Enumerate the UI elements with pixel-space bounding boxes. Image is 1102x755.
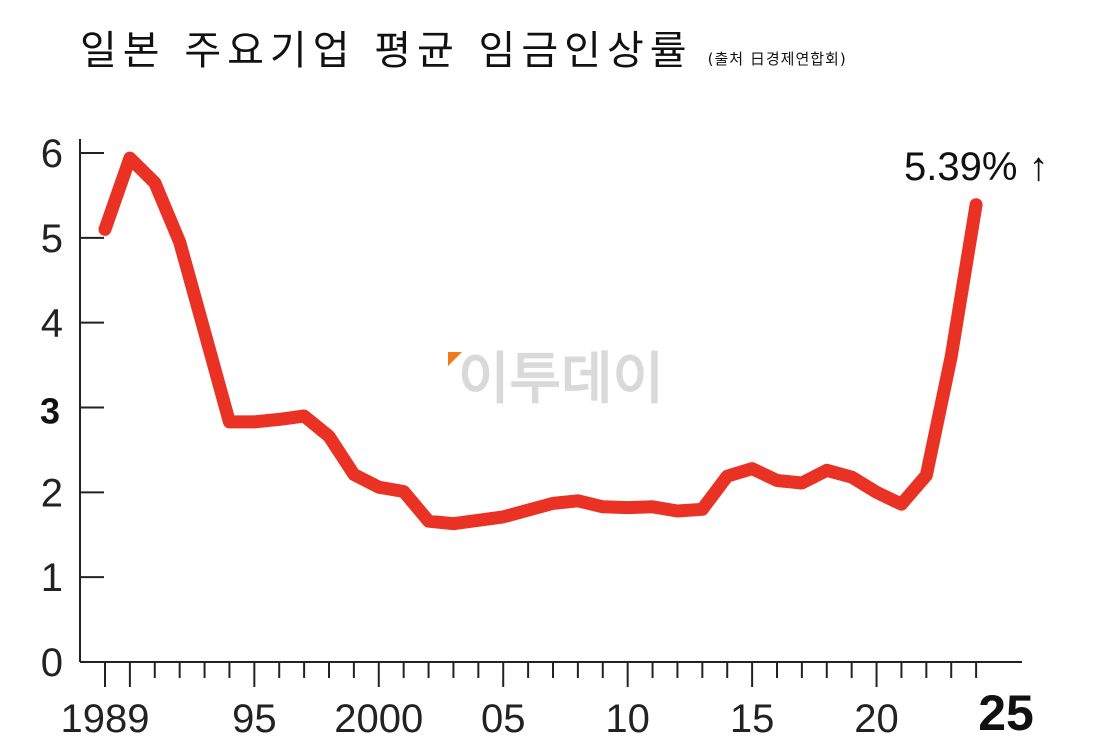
data-point bbox=[403, 491, 405, 492]
data-point bbox=[776, 480, 778, 481]
latest-value-annotation: 5.39% ↑ bbox=[904, 145, 1049, 189]
y-tick-label: 4 bbox=[41, 302, 63, 346]
watermark-logo-mark bbox=[448, 352, 462, 366]
data-point bbox=[652, 506, 654, 508]
x-tick-label: 15 bbox=[730, 697, 775, 741]
ticks: 0 1 2 3 4 5 6 1989 95 2000 05 10 15 20 25 bbox=[40, 132, 1034, 741]
data-point bbox=[602, 506, 604, 508]
x-tick-label: 1989 bbox=[61, 697, 150, 741]
x-tick-label: 10 bbox=[605, 697, 650, 741]
data-point bbox=[104, 228, 106, 230]
data-point bbox=[527, 509, 529, 511]
data-point bbox=[353, 474, 355, 475]
y-tick-label: 3 bbox=[40, 391, 60, 432]
data-point bbox=[129, 157, 131, 159]
data-point bbox=[228, 421, 230, 423]
x-tick-label: 25 bbox=[978, 685, 1034, 741]
data-point bbox=[801, 482, 803, 484]
data-point bbox=[975, 204, 977, 206]
data-point bbox=[751, 468, 753, 470]
data-point bbox=[701, 508, 703, 510]
chart-title: 일본 주요기업 평균 임금인상률 bbox=[80, 28, 693, 74]
data-point bbox=[303, 415, 305, 417]
x-tick-label: 2000 bbox=[334, 697, 423, 741]
x-tick-label: 05 bbox=[481, 697, 526, 741]
data-point bbox=[477, 519, 479, 521]
axes bbox=[79, 139, 1022, 663]
data-point bbox=[851, 476, 853, 478]
data-point bbox=[278, 418, 280, 420]
data-point bbox=[676, 510, 678, 512]
data-point bbox=[552, 502, 554, 504]
chart-title-block: 일본 주요기업 평균 임금인상률 (출처 日경제연합회) bbox=[80, 18, 847, 76]
data-point bbox=[950, 356, 952, 358]
series-layer bbox=[98, 151, 983, 531]
x-tick-label: 20 bbox=[854, 697, 899, 741]
data-point bbox=[726, 475, 728, 477]
data-point bbox=[900, 503, 902, 505]
y-tick-label: 5 bbox=[41, 217, 63, 261]
watermark-layer: 이투데이 bbox=[448, 347, 664, 412]
watermark-text: 이투데이 bbox=[458, 347, 664, 412]
data-point bbox=[502, 516, 504, 518]
data-point bbox=[253, 421, 255, 423]
data-point bbox=[204, 331, 206, 333]
x-tick-label: 95 bbox=[232, 697, 277, 741]
data-point bbox=[179, 241, 181, 243]
data-point bbox=[577, 500, 579, 502]
data-point bbox=[154, 182, 156, 184]
data-point bbox=[627, 507, 629, 509]
y-tick-label: 1 bbox=[41, 556, 63, 600]
data-point bbox=[925, 474, 927, 476]
chart-source: (출처 日경제연합회) bbox=[707, 50, 847, 68]
y-tick-label: 2 bbox=[41, 471, 63, 515]
data-point bbox=[378, 486, 380, 488]
data-point bbox=[876, 491, 878, 493]
data-point bbox=[826, 469, 828, 471]
series-line bbox=[98, 151, 983, 531]
y-tick-label: 6 bbox=[41, 132, 63, 176]
y-tick-label: 0 bbox=[41, 641, 63, 685]
data-point bbox=[452, 523, 454, 525]
data-point bbox=[428, 520, 430, 522]
data-point bbox=[328, 435, 330, 437]
